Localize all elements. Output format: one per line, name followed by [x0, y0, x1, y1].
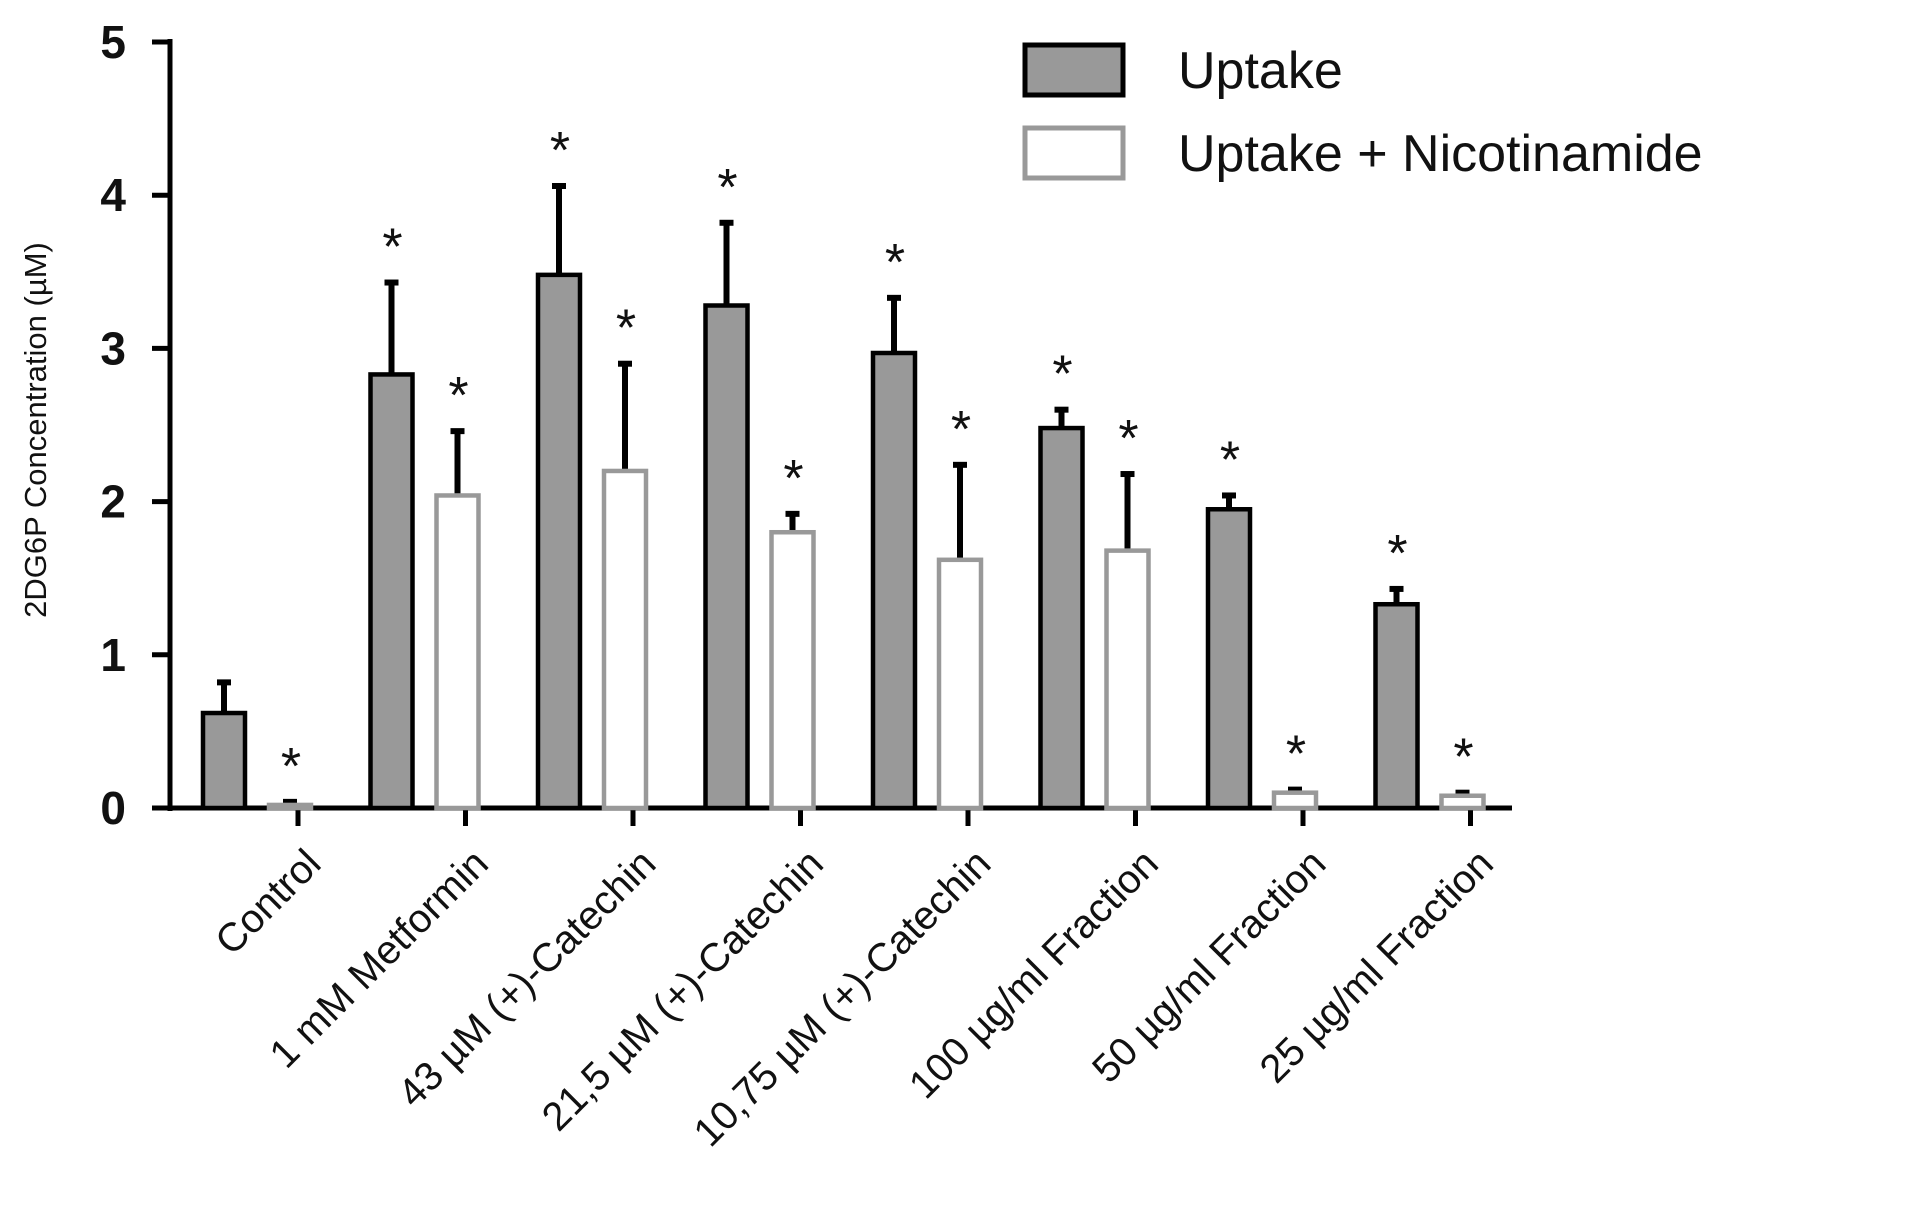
category-label: 21,5 µM (+)-Catechin: [534, 841, 832, 1139]
y-tick-label: 0: [100, 782, 126, 834]
significance-star: *: [717, 159, 737, 217]
bar-uptake: [200, 710, 248, 811]
y-tick-label: 5: [100, 16, 126, 68]
y-tick-label: 3: [100, 322, 126, 374]
legend-swatch-uptake-nicotinamide: [1022, 125, 1126, 181]
bar-uptake-nicotinamide: [434, 493, 481, 811]
bar-uptake-nicotinamide: [769, 529, 816, 811]
significance-star: *: [1387, 525, 1407, 583]
category-label: Control: [207, 841, 329, 963]
y-tick-label: 1: [100, 629, 126, 681]
legend-label: Uptake + Nicotinamide: [1178, 125, 1703, 183]
bar-uptake-nicotinamide: [1439, 793, 1486, 811]
significance-star: *: [1118, 410, 1138, 468]
legend-label: Uptake: [1178, 42, 1343, 100]
y-tick-label: 2: [100, 476, 126, 528]
legend-swatch-uptake: [1022, 42, 1126, 98]
bar-uptake-nicotinamide: [1271, 790, 1319, 811]
bar-uptake: [368, 372, 415, 811]
bars: [200, 183, 1486, 811]
bar-uptake: [1205, 507, 1253, 811]
bar-uptake: [535, 272, 583, 811]
significance-star: *: [382, 219, 402, 277]
significance-star: *: [783, 450, 803, 508]
significance-star: *: [616, 300, 636, 358]
bar-uptake-nicotinamide: [266, 802, 314, 811]
bar-uptake-nicotinamide: [1104, 548, 1151, 811]
bar-uptake-nicotinamide: [936, 557, 984, 811]
bar-uptake: [870, 350, 918, 811]
legend: Uptake Uptake + Nicotinamide: [1022, 42, 1703, 183]
significance-star: *: [1052, 346, 1072, 404]
significance-star: *: [550, 122, 570, 180]
significance-star: *: [281, 738, 301, 796]
bar-uptake: [1038, 425, 1085, 811]
y-tick-label: 4: [100, 169, 126, 221]
significance-star: *: [1453, 729, 1473, 787]
category-label: 10,75 µM (+)-Catechin: [685, 841, 999, 1155]
significance-star: *: [1220, 431, 1240, 489]
significance-star: *: [885, 234, 905, 292]
significance-star: *: [448, 367, 468, 425]
bar-uptake: [1373, 601, 1420, 811]
bar-uptake-nicotinamide: [601, 468, 649, 811]
bar-uptake: [703, 303, 750, 811]
significance-star: *: [1286, 726, 1306, 784]
significance-star: *: [951, 401, 971, 459]
y-axis-title: 2DG6P Concentration (µM): [18, 242, 53, 618]
